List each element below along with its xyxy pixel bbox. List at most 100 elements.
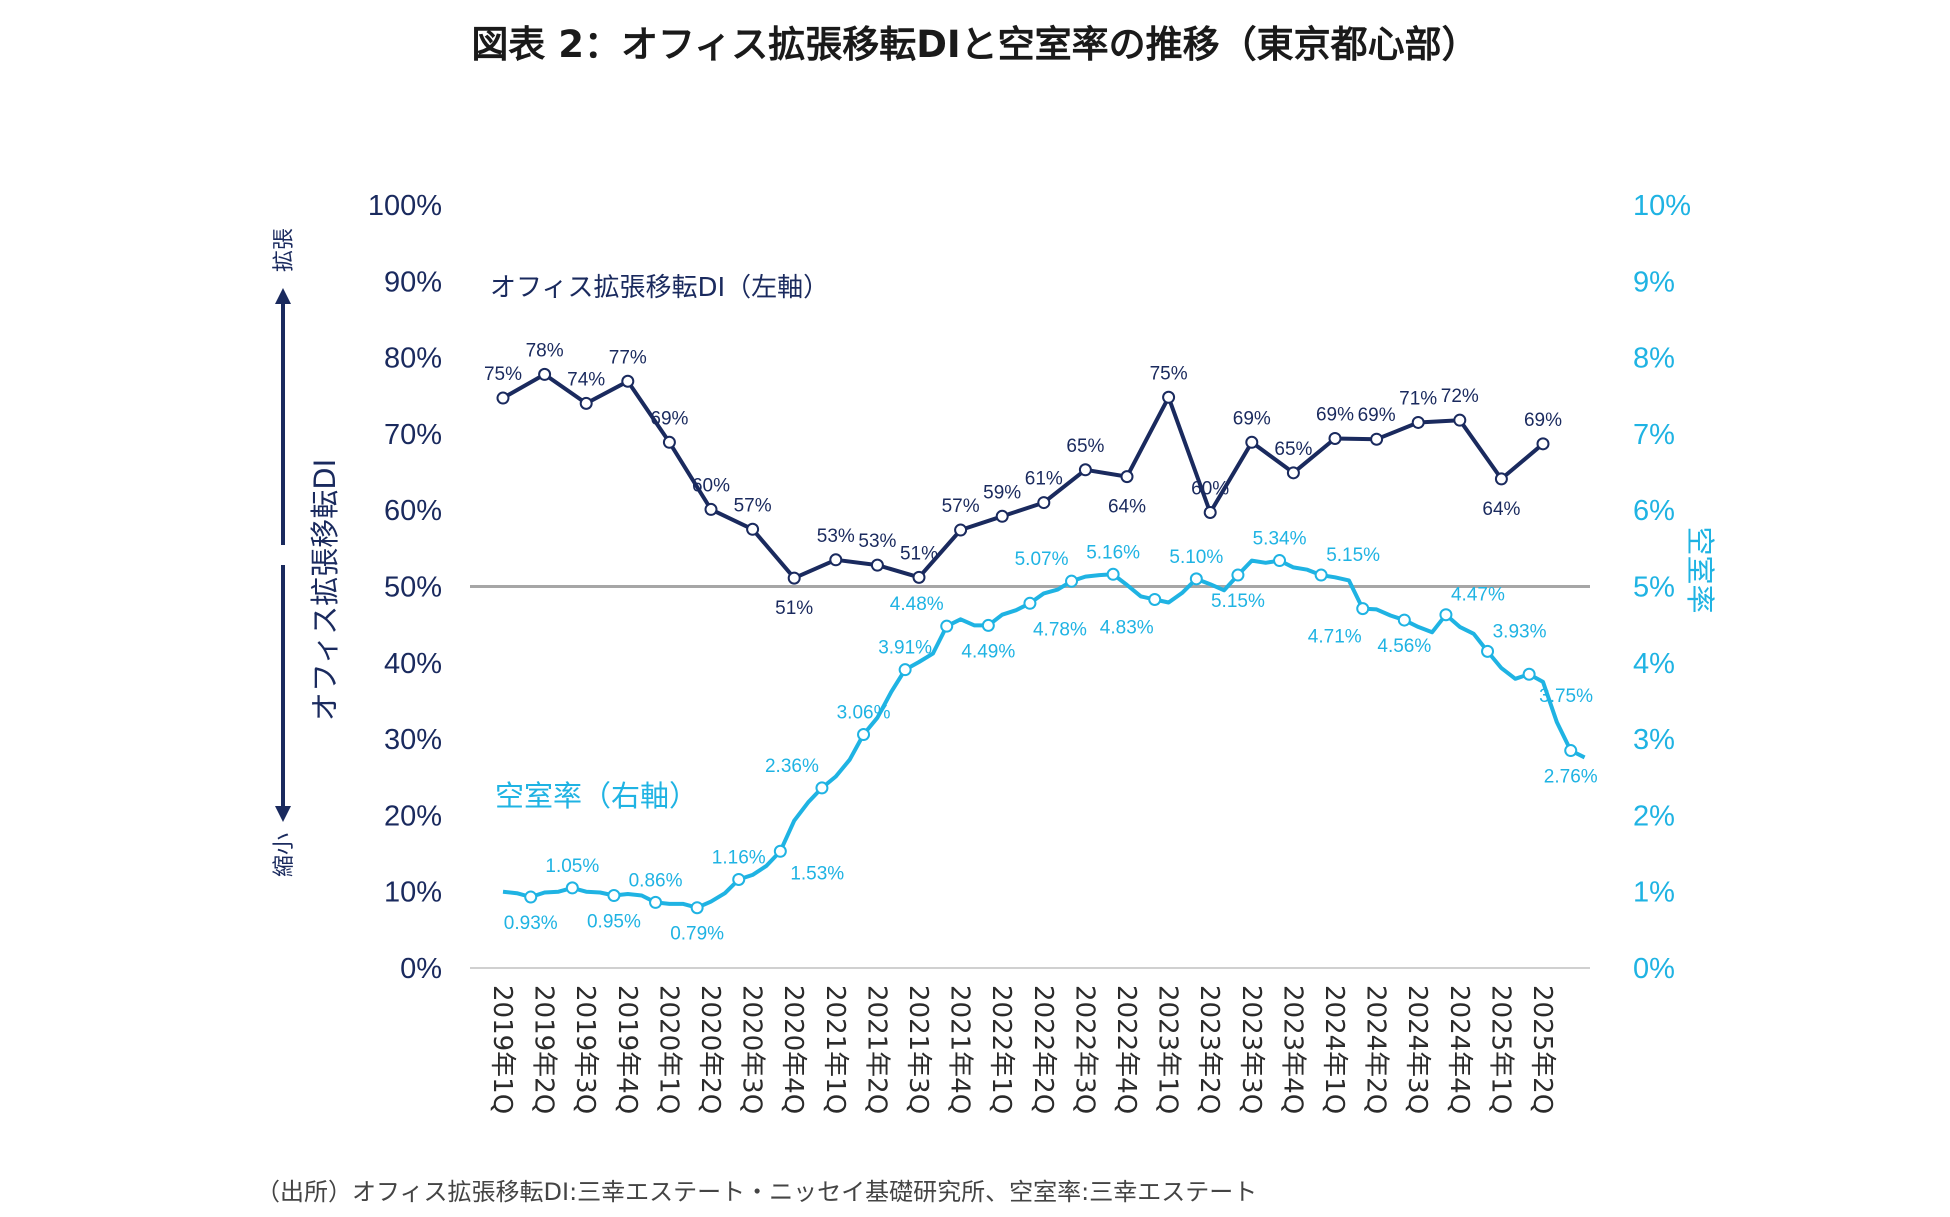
x-tick-label: 2021年2Q bbox=[861, 985, 891, 1114]
vacancy-rate-label: 1.16% bbox=[712, 847, 766, 868]
vacancy-rate-label: 4.48% bbox=[890, 594, 944, 615]
vacancy-rate-label: 5.07% bbox=[1015, 549, 1069, 570]
di-label: 69% bbox=[1358, 405, 1396, 426]
left-tick-label: 70% bbox=[384, 419, 442, 451]
vacancy-rate-point bbox=[1231, 568, 1245, 582]
di-label: 69% bbox=[1233, 408, 1271, 429]
di-point bbox=[1078, 463, 1092, 477]
vacancy-rate-label: 2.76% bbox=[1544, 767, 1598, 788]
vacancy-rate-point bbox=[1106, 567, 1120, 581]
x-tick-label: 2023年2Q bbox=[1194, 985, 1224, 1114]
right-tick-label: 5% bbox=[1633, 572, 1675, 604]
di-point bbox=[1411, 415, 1425, 429]
axis-decorations: オフィス拡張移転DI（左軸） 空室率（右軸） オフィス拡張移転DI 空室率 拡張… bbox=[272, 228, 1717, 877]
di-point bbox=[995, 509, 1009, 523]
x-tick-label: 2025年2Q bbox=[1527, 985, 1557, 1114]
x-tick-label: 2022年3Q bbox=[1069, 985, 1099, 1114]
x-tick-label: 2022年1Q bbox=[986, 985, 1016, 1114]
di-point bbox=[954, 523, 968, 537]
di-series-label: オフィス拡張移転DI（左軸） bbox=[490, 273, 829, 303]
di-label: 74% bbox=[567, 369, 605, 390]
chart-title: 図表 2：オフィス拡張移転DIと空室率の推移（東京都心部） bbox=[471, 23, 1479, 66]
vacancy-rate-point bbox=[1481, 644, 1495, 658]
x-tick-label: 2020年2Q bbox=[695, 985, 725, 1114]
vacancy-rate-label: 5.34% bbox=[1253, 529, 1307, 550]
down-arrow-head bbox=[275, 806, 291, 822]
x-tick-label: 2024年3Q bbox=[1402, 985, 1432, 1114]
di-point bbox=[1162, 390, 1176, 404]
vacancy-rate-label: 4.56% bbox=[1377, 636, 1431, 657]
di-label: 64% bbox=[1108, 497, 1146, 518]
vacancy-rate-label: 4.47% bbox=[1451, 585, 1505, 606]
vacancy-rate-point bbox=[1356, 602, 1370, 616]
di-label: 75% bbox=[484, 364, 522, 385]
vacancy-rate-point bbox=[1148, 592, 1162, 606]
vacancy-rate-label: 3.06% bbox=[837, 703, 891, 724]
right-axis-title: 空室率 bbox=[1683, 526, 1717, 613]
x-tick-label: 2019年1Q bbox=[487, 985, 517, 1114]
right-tick-label: 7% bbox=[1633, 419, 1675, 451]
vacancy-rate-series bbox=[502, 554, 1586, 915]
vacancy-rate-label: 2.36% bbox=[765, 756, 819, 777]
x-tick-label: 2021年1Q bbox=[820, 985, 850, 1114]
vacancy-series-label: 空室率（右軸） bbox=[495, 779, 698, 813]
left-tick-label: 30% bbox=[384, 724, 442, 756]
vacancy-rate-point bbox=[1314, 568, 1328, 582]
vacancy-rate-point bbox=[981, 618, 995, 632]
left-tick-label: 90% bbox=[384, 266, 442, 298]
x-tick-label: 2019年4Q bbox=[612, 985, 642, 1114]
vacancy-rate-point bbox=[565, 881, 579, 895]
di-label: 69% bbox=[1524, 410, 1562, 431]
left-tick-label: 100% bbox=[368, 190, 442, 222]
vacancy-rate-label: 5.15% bbox=[1211, 591, 1265, 612]
left-tick-label: 80% bbox=[384, 343, 442, 375]
vacancy-rate-point bbox=[898, 663, 912, 677]
vacancy-rate-label: 0.95% bbox=[587, 912, 641, 933]
di-point bbox=[1453, 413, 1467, 427]
di-point bbox=[496, 391, 510, 405]
di-label: 60% bbox=[692, 475, 730, 496]
di-label: 57% bbox=[734, 495, 772, 516]
di-point bbox=[704, 502, 718, 516]
left-tick-label: 40% bbox=[384, 648, 442, 680]
di-label: 64% bbox=[1482, 499, 1520, 520]
di-point bbox=[870, 558, 884, 572]
right-tick-label: 3% bbox=[1633, 724, 1675, 756]
vacancy-rate-label: 5.16% bbox=[1086, 542, 1140, 563]
di-point bbox=[1120, 470, 1134, 484]
right-tick-label: 10% bbox=[1633, 190, 1691, 222]
vacancy-rate-point bbox=[524, 890, 538, 904]
vacancy-rate-point bbox=[1522, 667, 1536, 681]
di-label: 60% bbox=[1191, 478, 1229, 499]
di-point bbox=[1203, 505, 1217, 519]
di-label: 61% bbox=[1025, 469, 1063, 490]
x-tick-label: 2022年2Q bbox=[1028, 985, 1058, 1114]
vacancy-rate-label: 0.93% bbox=[504, 913, 558, 934]
x-tick-label: 2021年3Q bbox=[903, 985, 933, 1114]
di-label: 71% bbox=[1399, 388, 1437, 409]
vacancy-rate-point bbox=[857, 728, 871, 742]
di-label: 77% bbox=[609, 347, 647, 368]
vacancy-rate-label: 1.05% bbox=[545, 856, 599, 877]
vacancy-rate-label: 4.83% bbox=[1100, 617, 1154, 638]
left-tick-label: 0% bbox=[400, 953, 442, 985]
vacancy-rate-label: 0.86% bbox=[629, 870, 683, 891]
di-point bbox=[1494, 472, 1508, 486]
vacancy-rate-point bbox=[690, 901, 704, 915]
di-point bbox=[787, 571, 801, 585]
right-tick-label: 0% bbox=[1633, 953, 1675, 985]
di-point bbox=[621, 374, 635, 388]
di-point bbox=[746, 522, 760, 536]
vacancy-rate-label: 4.71% bbox=[1308, 627, 1362, 648]
x-tick-label: 2019年2Q bbox=[529, 985, 559, 1114]
di-point bbox=[912, 570, 926, 584]
di-label: 69% bbox=[1316, 404, 1354, 425]
x-tick-label: 2020年3Q bbox=[737, 985, 767, 1114]
vacancy-rate-point bbox=[1273, 554, 1287, 568]
vacancy-rate-label: 0.79% bbox=[670, 924, 724, 945]
x-tick-label: 2021年4Q bbox=[945, 985, 975, 1114]
di-point bbox=[1037, 496, 1051, 510]
right-tick-label: 2% bbox=[1633, 800, 1675, 832]
vacancy-rate-point bbox=[1065, 574, 1079, 588]
